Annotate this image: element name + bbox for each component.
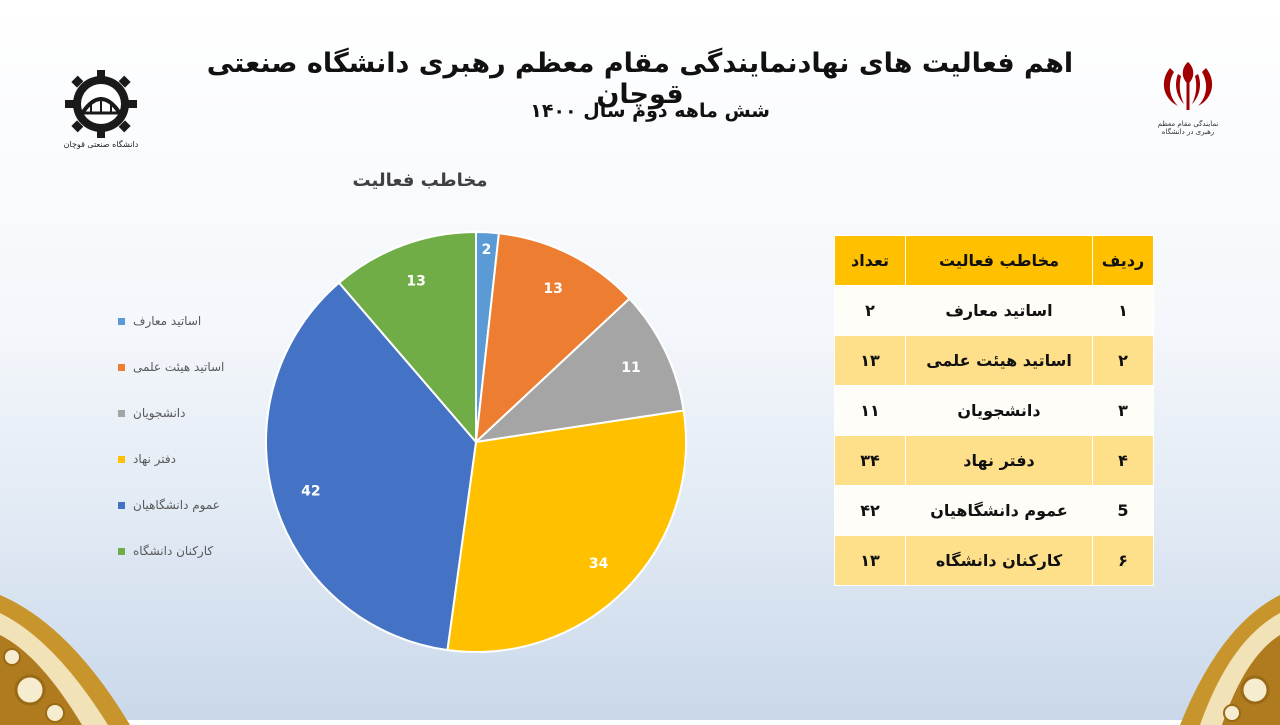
legend-swatch [118,318,125,325]
cell-count: ۱۱ [835,386,906,436]
pie-data-label: 42 [301,484,320,500]
table-row: ۱ اساتید معارف ۲ [835,286,1154,336]
cell-row-number: ۴ [1093,436,1154,486]
legend-label: دانشجویان [133,406,185,420]
emblem-logo: نمایندگی مقام معظم رهبری در دانشگاه [1148,58,1228,136]
cell-audience: عموم دانشگاهیان [906,486,1093,536]
cell-row-number: 5 [1093,486,1154,536]
legend-item: اساتید هیئت علمی [118,344,258,390]
pie-data-label: 11 [621,360,640,376]
legend-item: دانشجویان [118,390,258,436]
table-row: ۳ دانشجویان ۱۱ [835,386,1154,436]
pie-slice [447,411,686,652]
legend-swatch [118,502,125,509]
table-header-row: ردیف مخاطب فعالیت تعداد [835,236,1154,286]
legend-item: دفتر نهاد [118,436,258,482]
cell-row-number: ۲ [1093,336,1154,386]
cell-row-number: ۳ [1093,386,1154,436]
legend-label: عموم دانشگاهیان [133,498,220,512]
pie-data-label: 13 [543,281,562,297]
emblem-logo-text: نمایندگی مقام معظم رهبری در دانشگاه [1148,120,1228,136]
cell-audience: اساتید هیئت علمی [906,336,1093,386]
legend-swatch [118,364,125,371]
header-count: تعداد [835,236,906,286]
cell-count: ۲ [835,286,906,336]
cell-audience: کارکنان دانشگاه [906,536,1093,586]
pie-data-label: 34 [589,556,609,572]
cell-audience: اساتید معارف [906,286,1093,336]
cell-count: ۱۳ [835,336,906,386]
cell-audience: دانشجویان [906,386,1093,436]
chart-legend: اساتید معارف اساتید هیئت علمی دانشجویان دفت… [118,298,258,574]
pie-data-label: 2 [482,242,492,258]
cell-audience: دفتر نهاد [906,436,1093,486]
legend-item: کارکنان دانشگاه [118,528,258,574]
header-audience: مخاطب فعالیت [906,236,1093,286]
legend-label: کارکنان دانشگاه [133,544,213,558]
legend-swatch [118,410,125,417]
cell-row-number: ۱ [1093,286,1154,336]
legend-swatch [118,456,125,463]
cell-row-number: ۶ [1093,536,1154,586]
legend-item: اساتید معارف [118,298,258,344]
cell-count: ۴۲ [835,486,906,536]
table-row: ۲ اساتید هیئت علمی ۱۳ [835,336,1154,386]
legend-label: اساتید معارف [133,314,201,328]
pie-data-label: 13 [406,274,425,290]
cell-count: ۱۳ [835,536,906,586]
header-row-number: ردیف [1093,236,1154,286]
bottom-right-ornament [1180,595,1280,725]
table-row: ۶ کارکنان دانشگاه ۱۳ [835,536,1154,586]
legend-swatch [118,548,125,555]
cell-count: ۳۴ [835,436,906,486]
data-table: ردیف مخاطب فعالیت تعداد ۱ اساتید معارف ۲… [834,235,1154,586]
legend-label: دفتر نهاد [133,452,176,466]
legend-label: اساتید هیئت علمی [133,360,224,374]
table-row: ۴ دفتر نهاد ۳۴ [835,436,1154,486]
legend-item: عموم دانشگاهیان [118,482,258,528]
table-row: 5 عموم دانشگاهیان ۴۲ [835,486,1154,536]
